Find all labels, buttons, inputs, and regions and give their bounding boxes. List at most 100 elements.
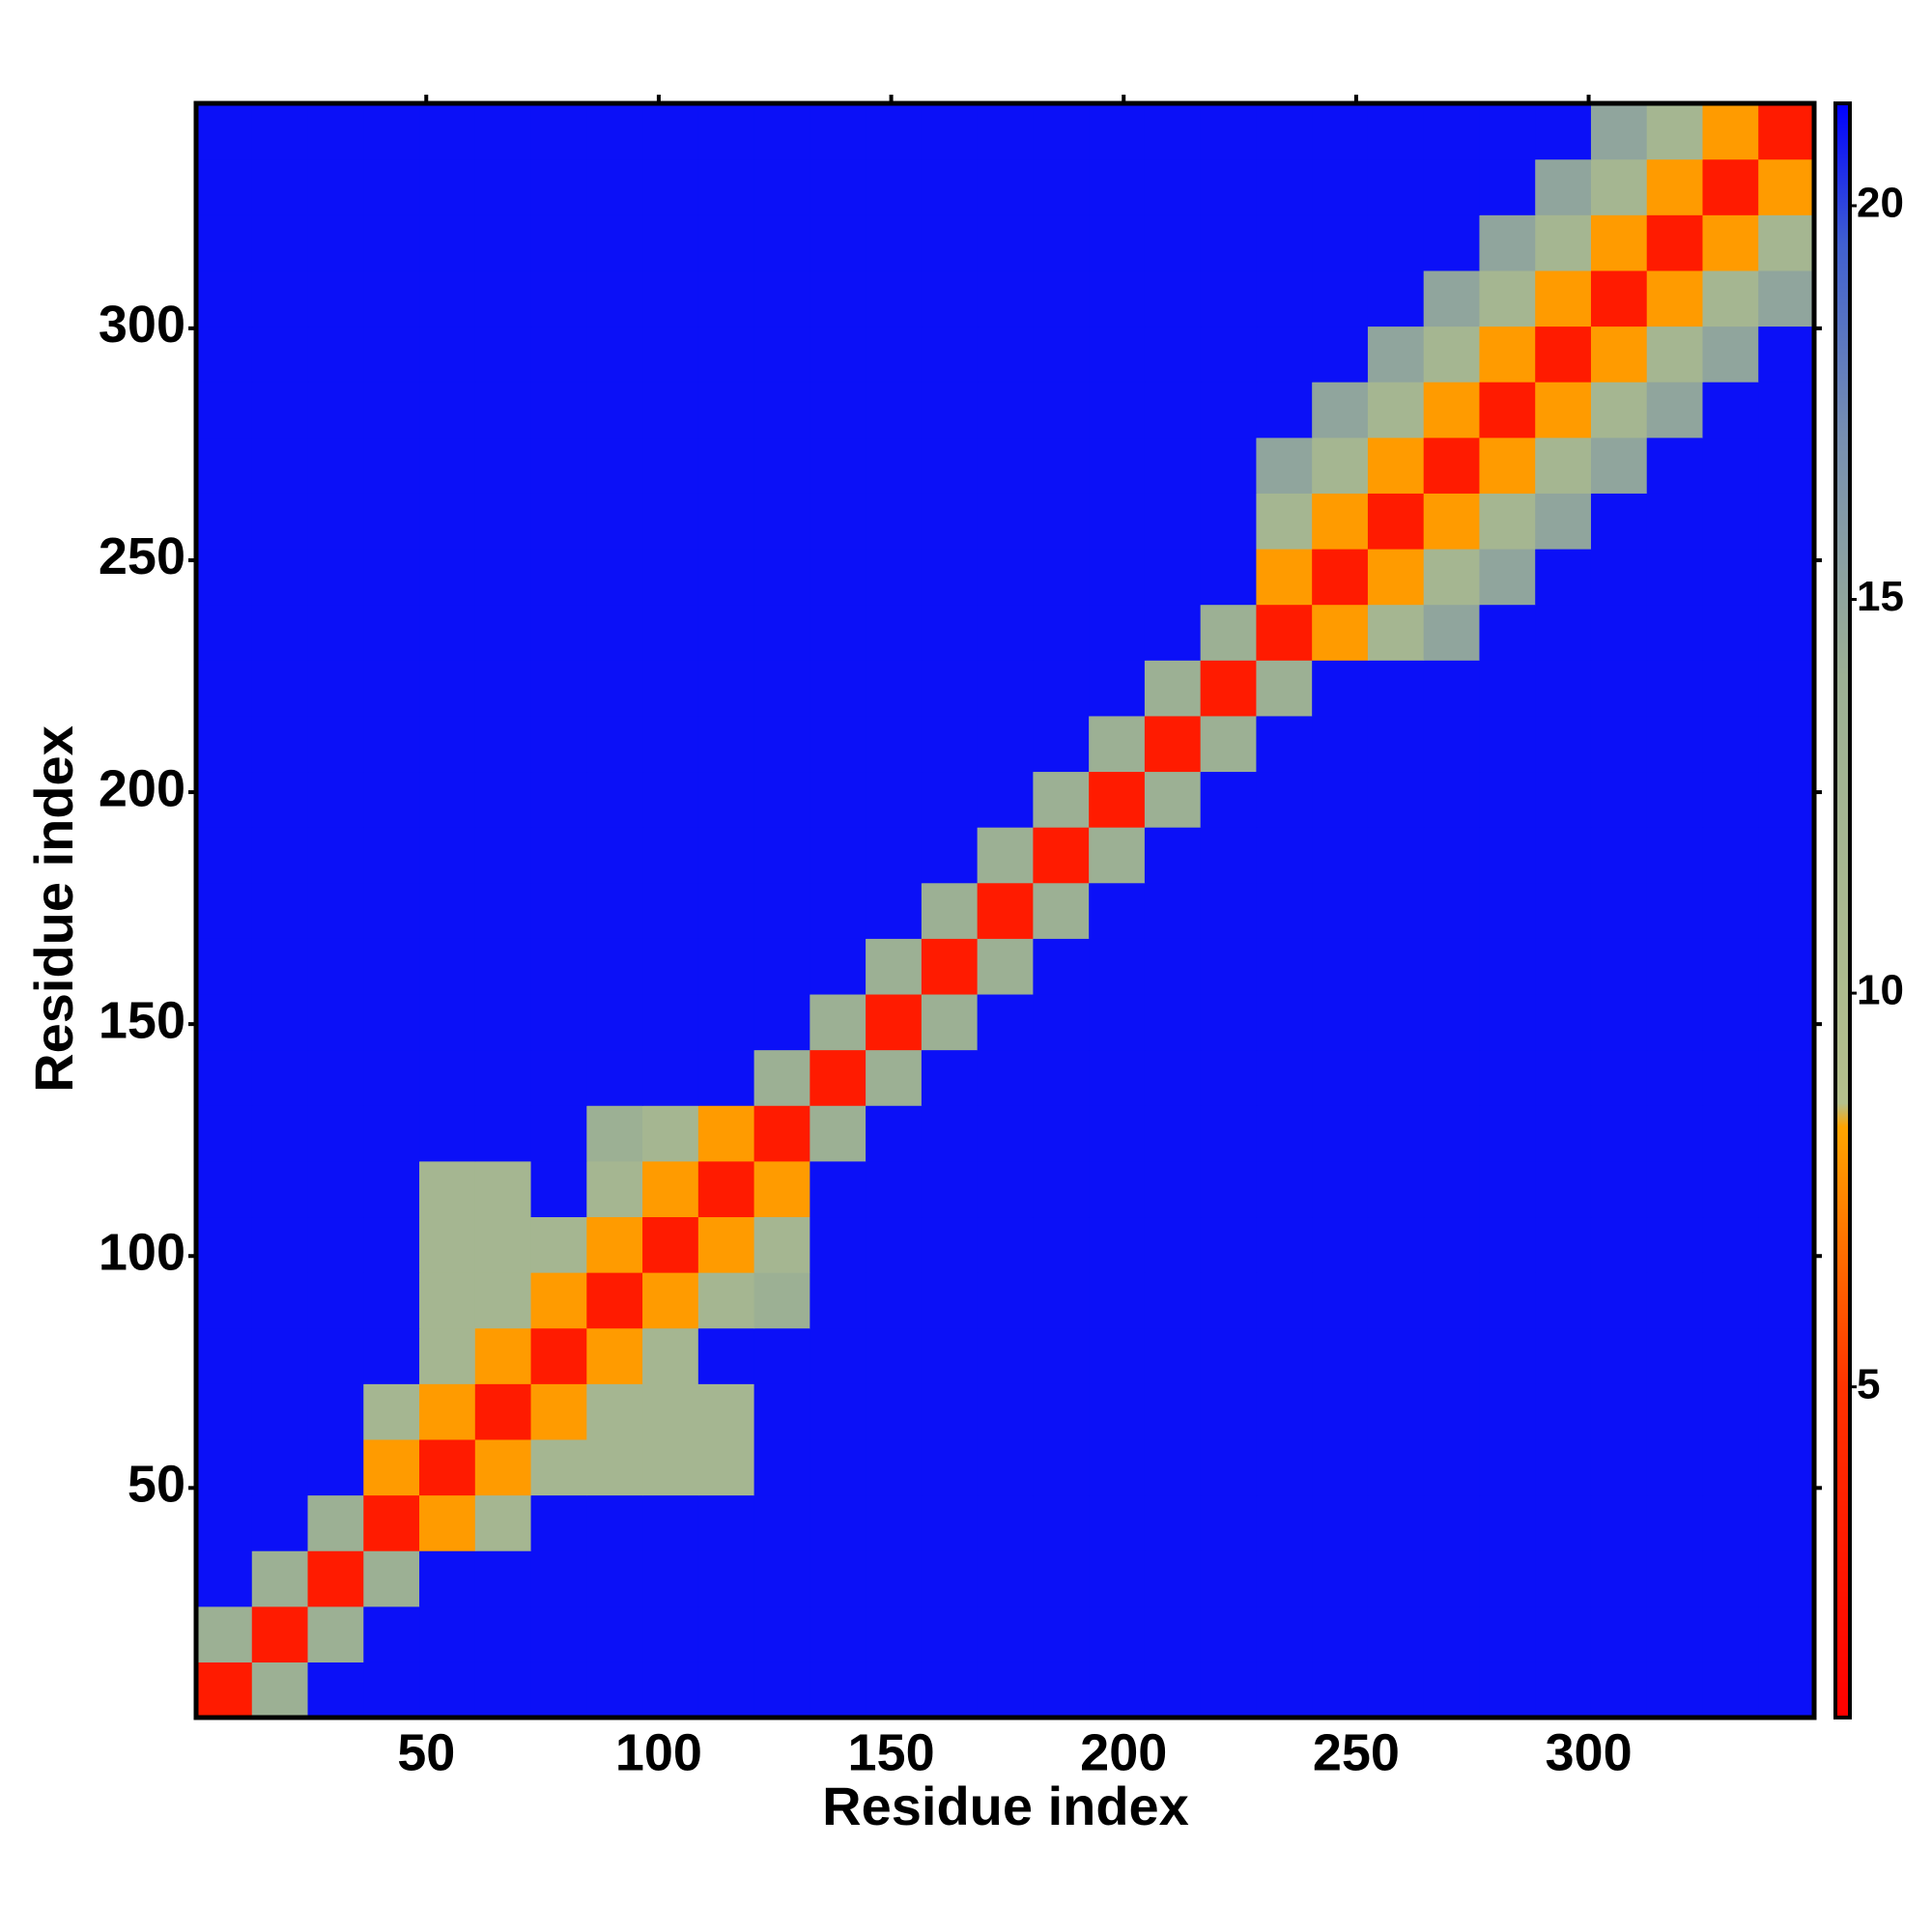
heat-cell [977, 1160, 1034, 1218]
heat-cell [1702, 1605, 1759, 1662]
heat-cell [196, 1438, 253, 1496]
heat-cell [1312, 1438, 1369, 1496]
heat-cell [474, 1605, 532, 1662]
heat-cell [586, 548, 643, 606]
heat-cell [642, 1662, 699, 1719]
heat-cell [921, 1605, 979, 1662]
heat-cell [251, 214, 309, 271]
heat-cell [586, 103, 643, 160]
heat-cell [1312, 938, 1369, 995]
heat-cell [1200, 1662, 1258, 1719]
heat-cell [1312, 1494, 1369, 1551]
heat-cell [1479, 437, 1536, 494]
heat-cell [921, 715, 979, 773]
heatmap [196, 103, 1815, 1719]
heat-cell [697, 326, 755, 383]
heat-cell [1479, 1550, 1536, 1607]
heat-cell [196, 382, 253, 439]
heat-cell [1033, 771, 1090, 828]
heat-cell [363, 882, 420, 939]
heat-cell [586, 827, 643, 884]
heat-cell [921, 938, 979, 995]
heat-cell [196, 1494, 253, 1551]
heat-cell [1200, 993, 1258, 1051]
heat-cell [586, 1605, 643, 1662]
heat-cell [196, 827, 253, 884]
heat-cell [1702, 1327, 1759, 1384]
heat-cell [642, 938, 699, 995]
heat-cell [1367, 1383, 1425, 1440]
heat-cell [1646, 1438, 1704, 1496]
heat-cell [1144, 827, 1202, 884]
heat-cell [1200, 158, 1258, 215]
heat-cell [1367, 382, 1425, 439]
y-tick-label: 150 [99, 991, 185, 1049]
heat-cell [1200, 382, 1258, 439]
heat-cell [921, 103, 979, 160]
heat-cell [866, 771, 923, 828]
heat-cell [1367, 1494, 1425, 1551]
heat-cell [586, 1105, 643, 1162]
heat-cell [1423, 715, 1481, 773]
heat-cell [753, 1049, 810, 1106]
heat-cell [1423, 1327, 1481, 1384]
heat-cell [1312, 1605, 1369, 1662]
heat-cell [419, 1327, 476, 1384]
heat-cell [1256, 1662, 1313, 1719]
heat-cell [474, 158, 532, 215]
heat-cell [810, 1494, 867, 1551]
heat-cell [307, 214, 364, 271]
heat-cell [1479, 214, 1536, 271]
heat-cell [1758, 158, 1815, 215]
heat-cell [586, 326, 643, 383]
heat-cell [196, 1049, 253, 1106]
heat-cell [642, 1494, 699, 1551]
heat-cell [1479, 1605, 1536, 1662]
heat-cell [1256, 715, 1313, 773]
heat-cell [1144, 1216, 1202, 1273]
heat-cell [1479, 270, 1536, 327]
heat-cell [977, 493, 1034, 550]
heat-cell [1758, 1383, 1815, 1440]
heat-cell [1423, 660, 1481, 717]
heat-cell [753, 437, 810, 494]
heat-cell [1256, 103, 1313, 160]
heat-cell [1033, 1327, 1090, 1384]
heat-cell [642, 437, 699, 494]
heat-cell [1535, 660, 1592, 717]
heat-cell [921, 1494, 979, 1551]
heat-cell [196, 326, 253, 383]
heat-cell [1312, 1550, 1369, 1607]
heat-cell [474, 604, 532, 661]
heat-cell [1144, 382, 1202, 439]
heat-cell [251, 158, 309, 215]
heat-cell [753, 1438, 810, 1496]
heat-cell [1200, 604, 1258, 661]
heat-cell [810, 715, 867, 773]
heat-cell [642, 158, 699, 215]
heat-cell [474, 1105, 532, 1162]
heat-cell [753, 326, 810, 383]
heat-cell [1089, 1494, 1146, 1551]
heat-cell [586, 493, 643, 550]
heat-cell [810, 103, 867, 160]
heat-cell [530, 1216, 587, 1273]
heat-cell [1702, 1272, 1759, 1329]
heat-cell [196, 493, 253, 550]
heat-cell [1200, 1327, 1258, 1384]
heat-cell [530, 270, 587, 327]
heat-cell [1367, 1160, 1425, 1218]
heat-cell [1200, 493, 1258, 550]
heat-cell [1479, 493, 1536, 550]
heat-cell [251, 1494, 309, 1551]
heat-cell [921, 993, 979, 1051]
heat-cell [1144, 1272, 1202, 1329]
heat-cell [753, 1605, 810, 1662]
heat-cell [196, 548, 253, 606]
heat-cell [1702, 1494, 1759, 1551]
heat-cell [1758, 993, 1815, 1051]
heat-cell [1535, 1438, 1592, 1496]
heat-cell [419, 158, 476, 215]
heat-cell [1367, 1049, 1425, 1106]
heat-cell [1646, 1494, 1704, 1551]
